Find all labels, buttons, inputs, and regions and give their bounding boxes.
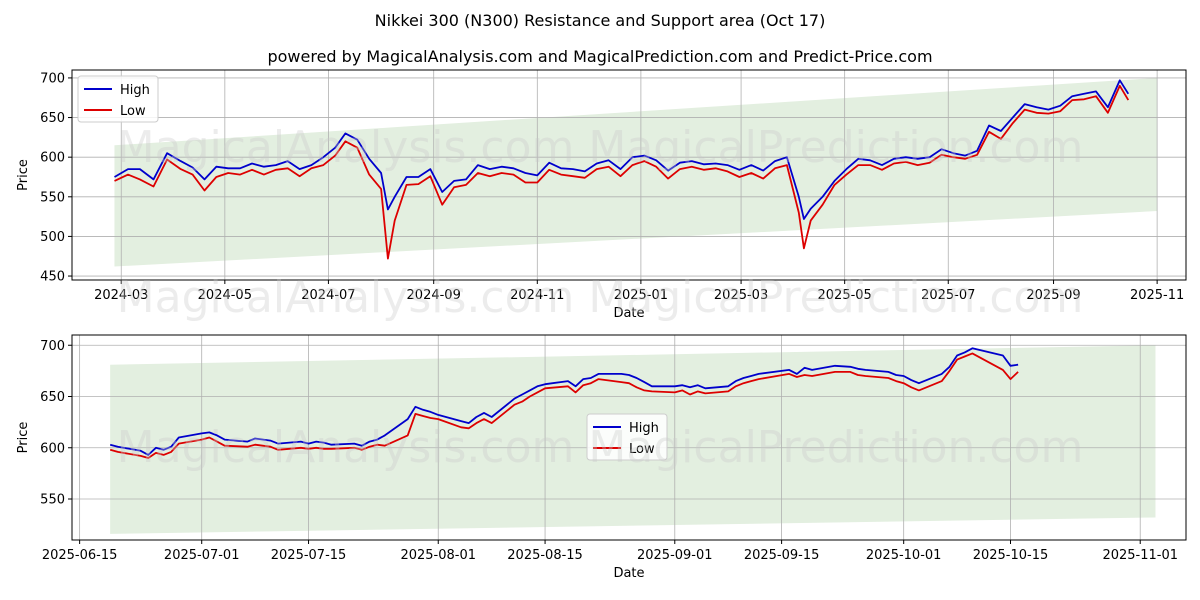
chart-subtitle: powered by MagicalAnalysis.com and Magic…	[267, 47, 932, 66]
chart2-axes-frame	[71, 334, 1187, 541]
chart1-xtick-label: 2024-05	[198, 288, 252, 303]
chart1-legend-label-high: High	[120, 83, 150, 98]
chart2-xtick-label: 2025-08-01	[400, 548, 476, 563]
chart1-series-low-line	[114, 84, 1130, 260]
bottom-chart-panel: 550 600 650 700 2025-06-15 2025-07-01 2025-07-…	[16, 334, 1187, 581]
chart1-ytick-label: 500	[40, 230, 65, 245]
chart2-legend-label-low: Low	[629, 442, 655, 457]
chart2-legend-label-high: High	[629, 421, 659, 436]
chart1-support-resistance-band	[114, 77, 1158, 267]
chart2-series-high-line	[109, 347, 1019, 456]
chart2-xtick-label: 2025-08-15	[507, 548, 583, 563]
chart1-xaxis-label: Date	[613, 306, 644, 321]
watermark-top: MagicalAnalysis.com MagicalPrediction.co…	[117, 122, 1084, 173]
top-chart-panel: 450 500 550 600 650 700 2024-03 2024-05 2024-07 2…	[16, 69, 1187, 321]
chart1-xtick-label: 2025-03	[714, 288, 768, 303]
chart2-ytick-label: 700	[40, 339, 65, 354]
chart1-legend-label-low: Low	[120, 104, 146, 119]
chart1-xtick-label: 2024-03	[94, 288, 148, 303]
chart1-xtick-label: 2025-01	[614, 288, 668, 303]
chart1-legend: High Low	[77, 75, 159, 123]
chart1-ytick-label: 550	[40, 190, 65, 205]
chart2-legend: High Low	[586, 413, 668, 461]
chart1-ytick-label: 450	[40, 270, 65, 285]
chart1-xtick-label: 2024-07	[301, 288, 355, 303]
chart2-xtick-label: 2025-11-01	[1102, 548, 1178, 563]
watermark-bottom: MagicalAnalysis.com MagicalPrediction.co…	[117, 422, 1084, 473]
chart1-series-high-line	[114, 79, 1130, 220]
chart2-xtick-label: 2025-07-01	[164, 548, 240, 563]
chart2-ytick-label: 650	[40, 390, 65, 405]
chart2-xtick-label: 2025-09-15	[744, 548, 820, 563]
chart2-xtick-label: 2025-10-01	[866, 548, 942, 563]
chart1-xtick-label: 2025-09	[1026, 288, 1080, 303]
chart2-yaxis-label: Price	[16, 422, 31, 454]
chart1-ytick-label: 600	[40, 151, 65, 166]
chart2-ytick-label: 600	[40, 441, 65, 456]
watermark-top-lower: MagicalAnalysis.com MagicalPrediction.co…	[117, 272, 1084, 323]
chart2-xtick-label: 2025-09-01	[637, 548, 713, 563]
chart1-xtick-label: 2025-05	[818, 288, 872, 303]
chart1-xtick-label: 2024-09	[407, 288, 461, 303]
chart2-ytick-label: 550	[40, 493, 65, 508]
chart1-yaxis-label: Price	[16, 159, 31, 191]
chart1-xtick-label: 2025-11	[1130, 288, 1184, 303]
chart1-ytick-label: 700	[40, 71, 65, 86]
chart2-xtick-label: 2025-07-15	[271, 548, 347, 563]
chart2-xaxis-label: Date	[613, 566, 644, 581]
chart2-xtick-label: 2025-10-15	[973, 548, 1049, 563]
chart1-xtick-label: 2025-07	[921, 288, 975, 303]
chart1-xtick-label: 2024-11	[510, 288, 564, 303]
chart1-ytick-label: 650	[40, 111, 65, 126]
chart2-series-low-line	[109, 352, 1019, 459]
chart2-xtick-label: 2025-06-15	[42, 548, 118, 563]
chart-title: Nikkei 300 (N300) Resistance and Support…	[375, 11, 826, 30]
chart1-axes-frame	[71, 69, 1187, 281]
